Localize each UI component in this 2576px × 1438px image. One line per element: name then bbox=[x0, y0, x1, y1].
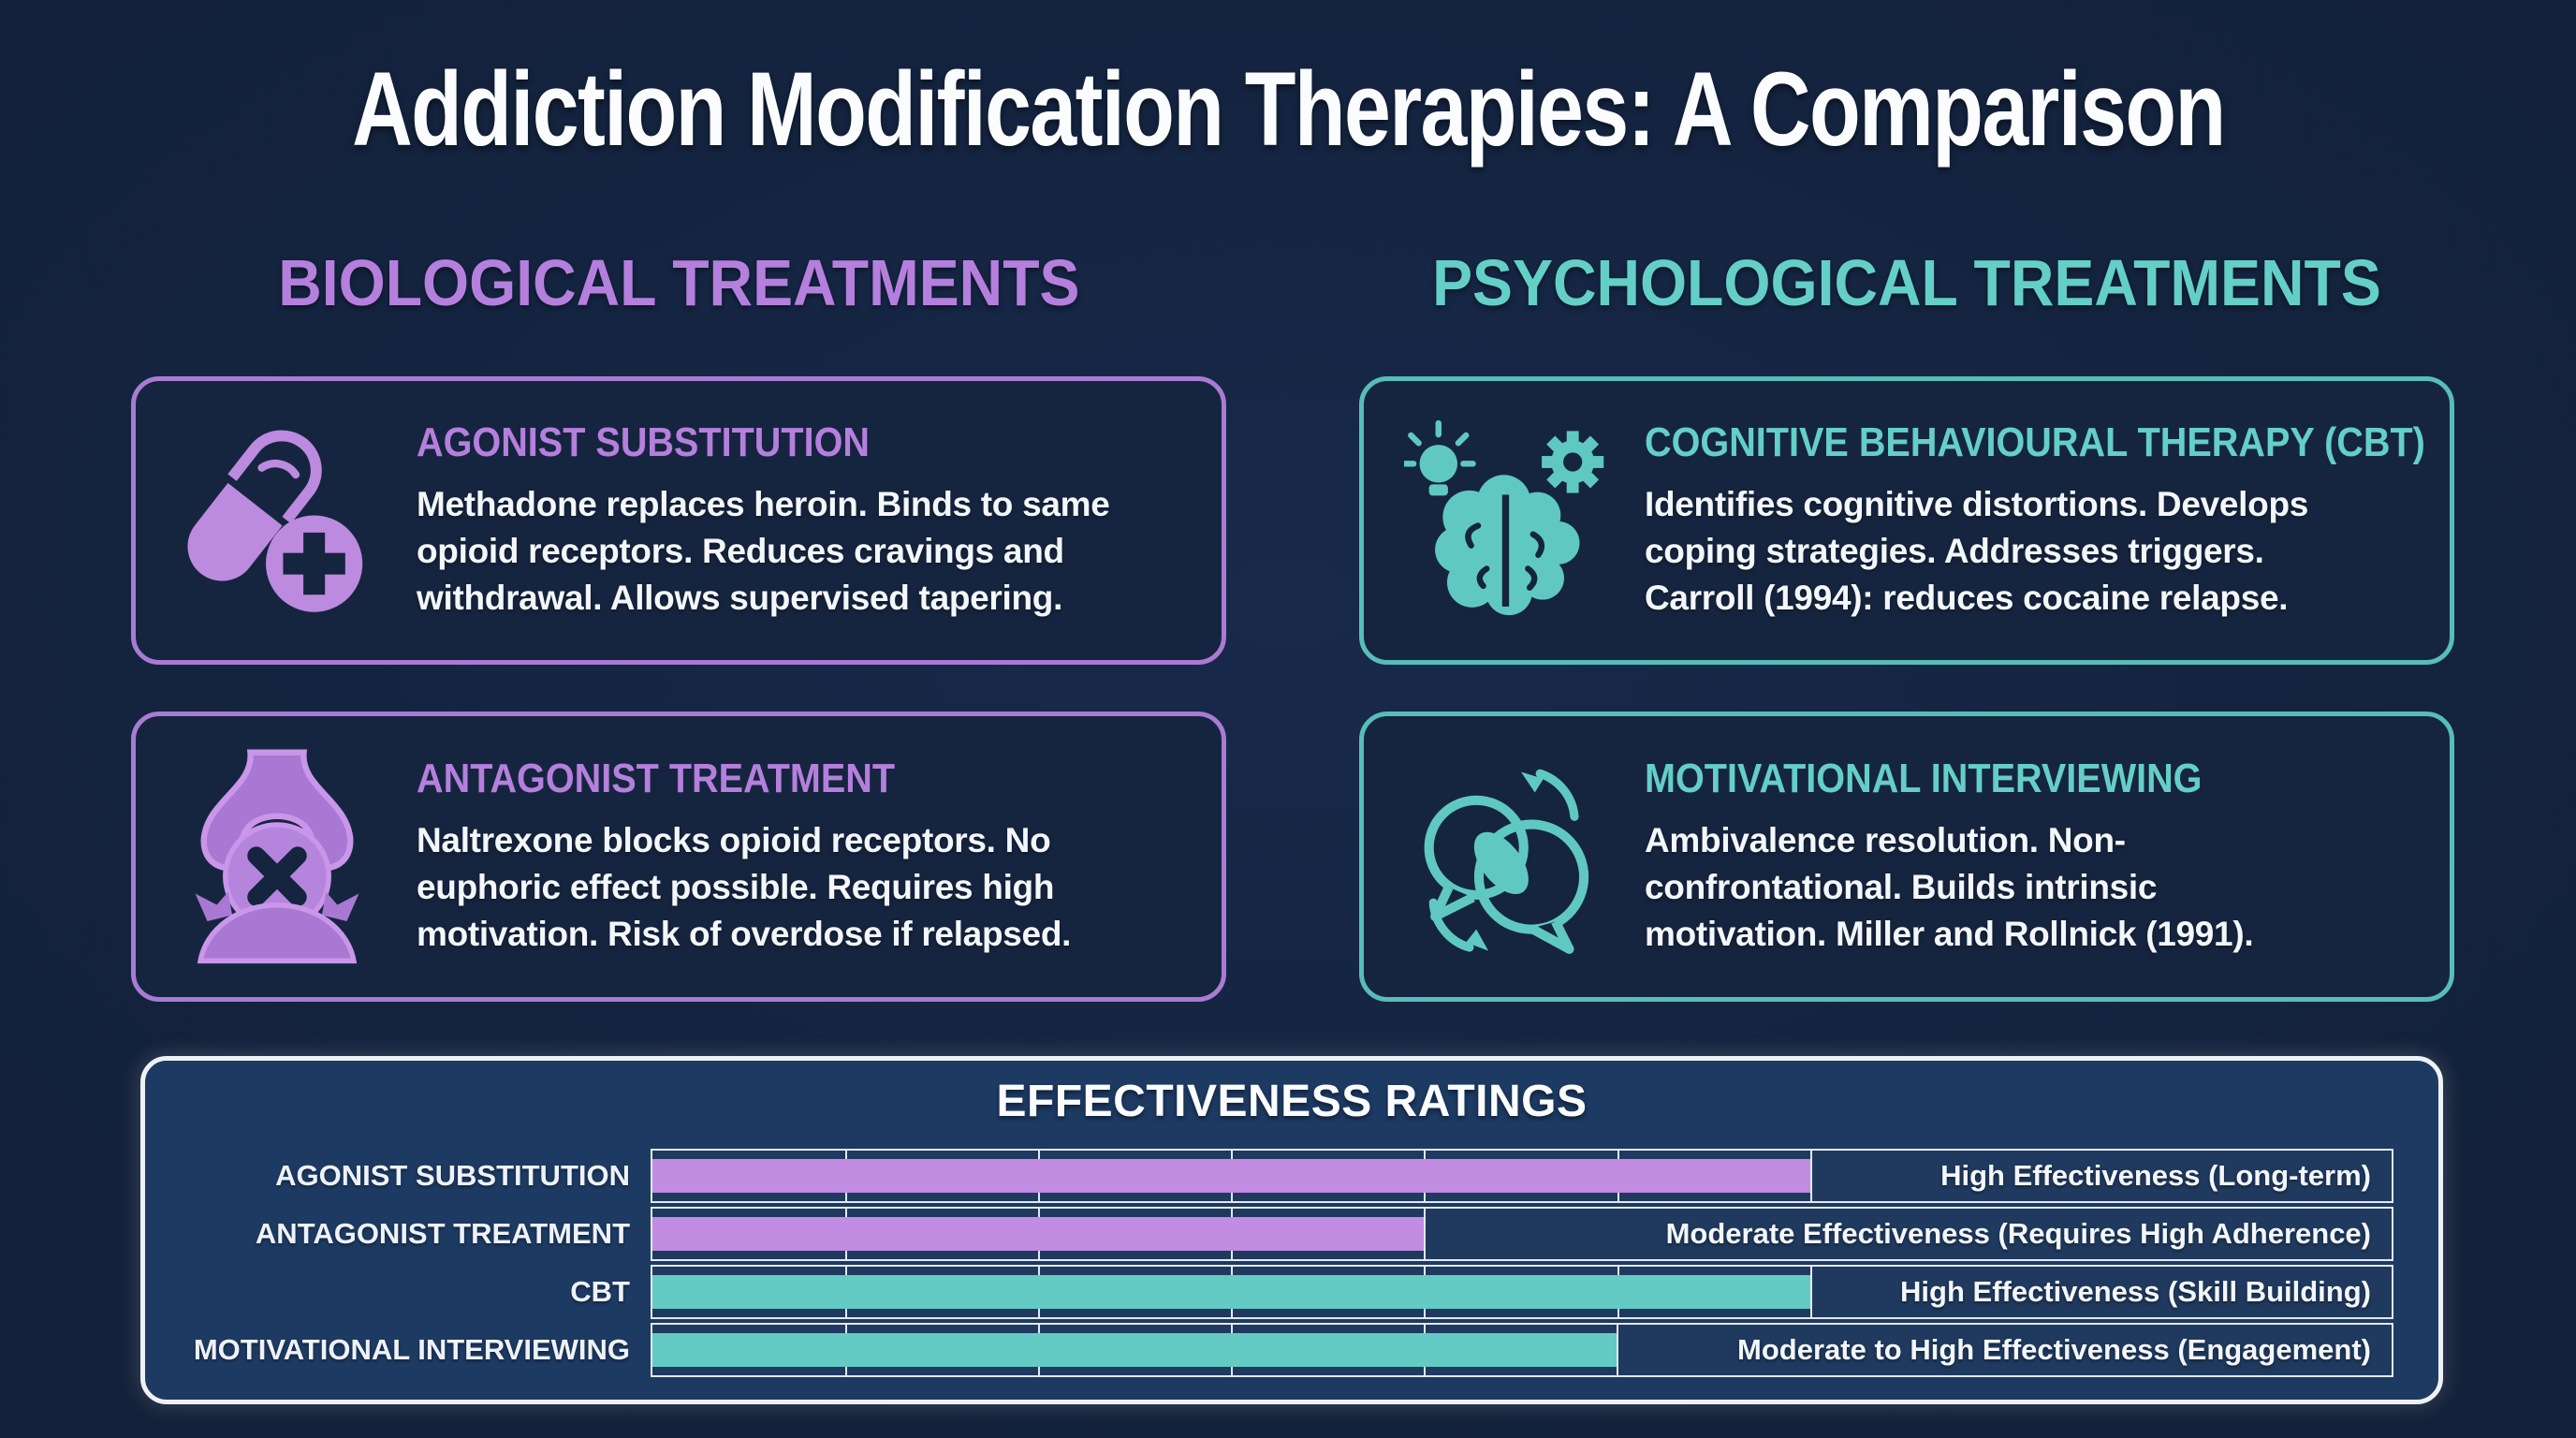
bar-zone bbox=[652, 1325, 1619, 1375]
bar-zone bbox=[652, 1267, 1812, 1317]
bar-caption: High Effectiveness (Long-term) bbox=[1940, 1159, 2371, 1192]
card-title: AGONIST SUBSTITUTION bbox=[417, 418, 871, 465]
brain-gear-icon bbox=[1398, 417, 1613, 624]
row-category: MOTIVATIONAL INTERVIEWING bbox=[193, 1333, 630, 1366]
bar-zone bbox=[652, 1151, 1812, 1201]
synapse-blocked-icon bbox=[169, 749, 385, 964]
bar bbox=[652, 1159, 1810, 1193]
card-body: Identifies cognitive distortions. Develo… bbox=[1645, 484, 2309, 618]
row-track: High Effectiveness (Skill Building) bbox=[651, 1265, 2393, 1319]
bar-caption: Moderate to High Effectiveness (Engageme… bbox=[1737, 1333, 2371, 1366]
row-track: Moderate to High Effectiveness (Engageme… bbox=[651, 1323, 2393, 1377]
bar-caption: High Effectiveness (Skill Building) bbox=[1900, 1275, 2371, 1308]
card-body: Methadone replaces heroin. Binds to same… bbox=[417, 484, 1110, 618]
card-text: MOTIVATIONAL INTERVIEWING Ambivalence re… bbox=[1645, 756, 2408, 959]
row-category: CBT bbox=[570, 1275, 630, 1308]
card-title: ANTAGONIST TREATMENT bbox=[417, 755, 896, 801]
section-header-biological: BIOLOGICAL TREATMENTS bbox=[277, 246, 1080, 319]
chart-row: MOTIVATIONAL INTERVIEWING Moderate to Hi… bbox=[145, 1323, 2438, 1377]
page-title-text: Addiction Modification Therapies: A Comp… bbox=[351, 51, 2226, 168]
card-title: COGNITIVE BEHAVIOURAL THERAPY (CBT) bbox=[1645, 418, 2425, 465]
card-text: ANTAGONIST TREATMENT Naltrexone blocks o… bbox=[417, 756, 1180, 959]
card-text: AGONIST SUBSTITUTION Methadone replaces … bbox=[417, 419, 1180, 623]
speech-bubbles-icon bbox=[1398, 751, 1613, 962]
row-track: Moderate Effectiveness (Requires High Ad… bbox=[651, 1207, 2393, 1261]
row-category: AGONIST SUBSTITUTION bbox=[275, 1159, 630, 1192]
card-text: COGNITIVE BEHAVIOURAL THERAPY (CBT) Iden… bbox=[1645, 418, 2425, 623]
card-cbt: COGNITIVE BEHAVIOURAL THERAPY (CBT) Iden… bbox=[1359, 376, 2454, 665]
card-body: Ambivalence resolution. Non- confrontati… bbox=[1645, 820, 2254, 954]
chart-row: ANTAGONIST TREATMENT Moderate Effectiven… bbox=[145, 1207, 2438, 1261]
row-category: ANTAGONIST TREATMENT bbox=[255, 1217, 630, 1250]
chart-rows: AGONIST SUBSTITUTION High Effectiveness … bbox=[145, 1149, 2438, 1377]
pill-plus-icon bbox=[169, 417, 385, 624]
chart-row: AGONIST SUBSTITUTION High Effectiveness … bbox=[145, 1149, 2438, 1203]
chart-row: CBT High Effectiveness (Skill Building) bbox=[145, 1265, 2438, 1319]
card-body: Naltrexone blocks opioid receptors. No e… bbox=[417, 820, 1072, 954]
card-motivational-interviewing: MOTIVATIONAL INTERVIEWING Ambivalence re… bbox=[1359, 712, 2454, 1002]
bar bbox=[652, 1217, 1424, 1251]
bar bbox=[652, 1275, 1810, 1309]
row-track: High Effectiveness (Long-term) bbox=[651, 1149, 2393, 1203]
effectiveness-title: EFFECTIVENESS RATINGS bbox=[996, 1077, 1588, 1126]
card-antagonist-treatment: ANTAGONIST TREATMENT Naltrexone blocks o… bbox=[131, 712, 1226, 1002]
bar-zone bbox=[652, 1209, 1426, 1259]
bar bbox=[652, 1333, 1617, 1367]
card-agonist-substitution: AGONIST SUBSTITUTION Methadone replaces … bbox=[131, 376, 1226, 665]
bar-caption: Moderate Effectiveness (Requires High Ad… bbox=[1665, 1217, 2371, 1250]
effectiveness-panel: EFFECTIVENESS RATINGS AGONIST SUBSTITUTI… bbox=[140, 1056, 2443, 1404]
section-header-psychological: PSYCHOLOGICAL TREATMENTS bbox=[1432, 246, 2381, 319]
card-title: MOTIVATIONAL INTERVIEWING bbox=[1645, 755, 2203, 801]
page-title: Addiction Modification Therapies: A Comp… bbox=[0, 49, 2576, 169]
